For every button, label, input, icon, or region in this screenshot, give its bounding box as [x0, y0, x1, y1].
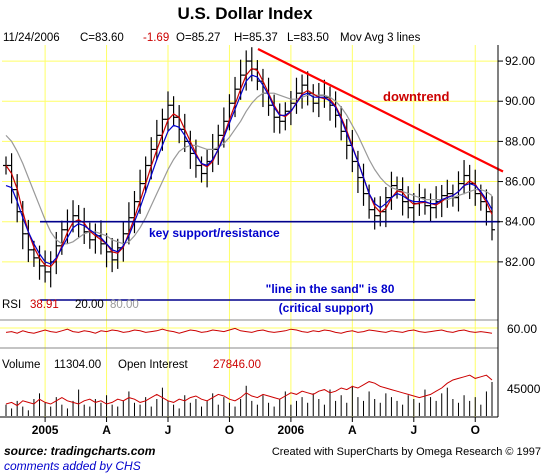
moving-average-long-line: [5, 92, 493, 245]
x-tick-label: 2005: [32, 423, 59, 437]
rsi-high: 80.00: [110, 299, 139, 311]
downtrend-line: [257, 48, 504, 173]
volume-bars: [5, 382, 493, 416]
header-close: C=83.60: [80, 32, 124, 44]
open-interest-line: [5, 374, 493, 407]
x-tick-label: J: [410, 423, 417, 437]
rsi-header: RSI 38.91 20.00 80.00: [2, 299, 139, 311]
volume-label: Volume: [2, 359, 40, 371]
price-tick-label: 88.00: [505, 134, 535, 148]
open-interest-label: Open Interest: [118, 359, 188, 371]
comments-label: comments added by CHS: [4, 459, 141, 473]
price-tick-label: 86.00: [505, 175, 535, 189]
price-tick-label: 82.00: [505, 255, 535, 269]
rsi-value: 38.91: [30, 299, 59, 311]
moving-average-short-line: [5, 74, 493, 265]
price-bars: [3, 47, 495, 288]
volume-value: 11304.00: [54, 359, 101, 371]
support-label: key support/resistance: [149, 226, 280, 240]
x-tick-label: O: [471, 423, 480, 437]
source-label: source: tradingcharts.com: [4, 444, 156, 458]
header-change: -1.69: [143, 32, 169, 44]
x-tick-label: O: [225, 423, 234, 437]
header-open: O=85.27: [176, 32, 220, 44]
time-axis: 2005 A J O 2006 A J O: [32, 417, 480, 437]
chart-title: U.S. Dollar Index: [177, 4, 313, 23]
rsi-tick: 60.00: [507, 322, 537, 336]
header-low: L=83.50: [287, 32, 329, 44]
header-date: 11/24/2006: [3, 32, 60, 44]
open-interest-value: 27846.00: [213, 359, 261, 371]
price-header: 11/24/2006 C=83.60 -1.69 O=85.27 H=85.37…: [3, 32, 421, 44]
x-tick-label: A: [348, 423, 357, 437]
volume-header: Volume 11304.00 Open Interest 27846.00: [2, 359, 261, 371]
x-tick-label: 2006: [278, 423, 305, 437]
volume-tick: 45000: [507, 382, 541, 396]
price-tick-label: 92.00: [505, 54, 535, 68]
rsi-label: RSI: [2, 299, 21, 311]
header-ma-label: Mov Avg 3 lines: [340, 32, 421, 44]
price-tick-label: 90.00: [505, 94, 535, 108]
x-tick-label: J: [165, 423, 172, 437]
critical-support-label: (critical support): [279, 301, 374, 315]
price-tick-label: 84.00: [505, 215, 535, 229]
downtrend-label: downtrend: [383, 89, 449, 104]
header-high: H=85.37: [234, 32, 278, 44]
price-axis: 92.00 90.00 88.00 86.00 84.00 82.00: [498, 54, 535, 269]
credit-label: Created with SuperCharts by Omega Resear…: [272, 446, 541, 458]
x-tick-label: A: [102, 423, 111, 437]
line-in-sand-label: "line in the sand" is 80: [266, 282, 395, 296]
rsi-low: 20.00: [75, 299, 104, 311]
rsi-line: [5, 327, 493, 334]
